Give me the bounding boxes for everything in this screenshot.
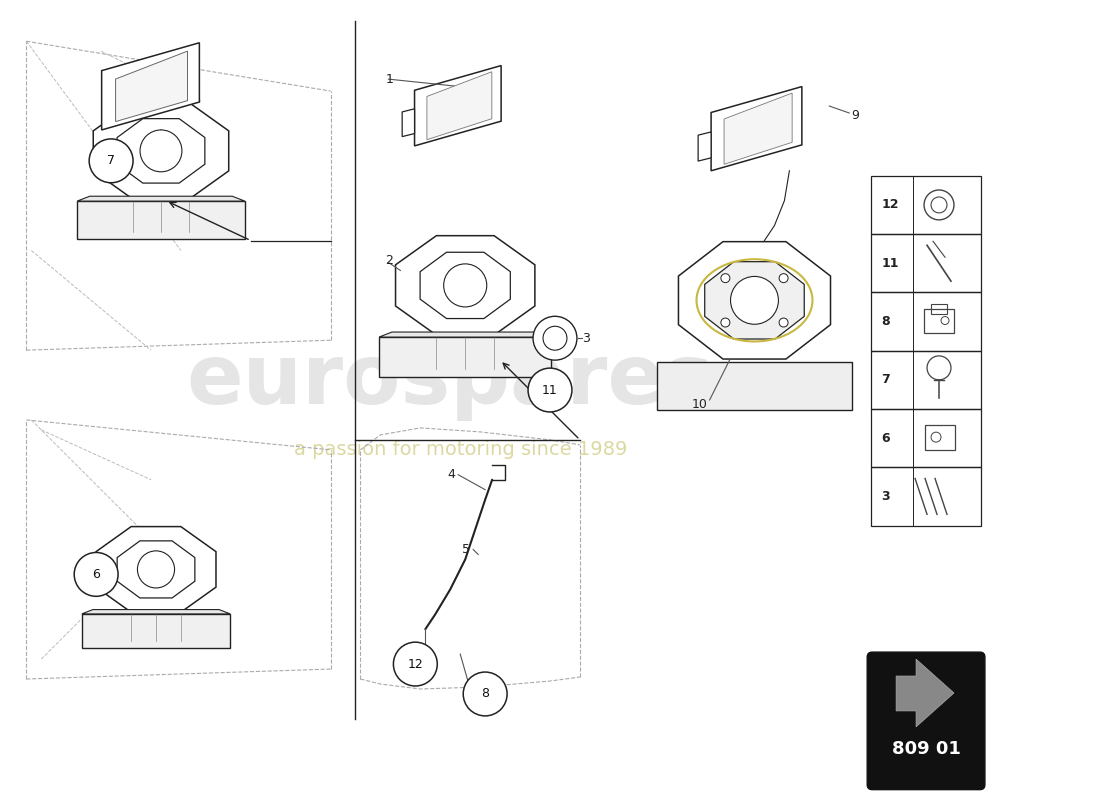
Text: 6: 6	[881, 432, 890, 445]
Polygon shape	[420, 252, 510, 318]
Polygon shape	[77, 201, 245, 239]
Text: 7: 7	[107, 154, 116, 167]
Text: 9: 9	[851, 110, 859, 122]
Text: 3: 3	[881, 490, 890, 503]
Bar	[871, 467, 981, 526]
Text: 4: 4	[448, 468, 455, 482]
Polygon shape	[117, 541, 195, 598]
Polygon shape	[379, 337, 551, 377]
Polygon shape	[101, 42, 199, 130]
Circle shape	[140, 130, 182, 172]
Circle shape	[528, 368, 572, 412]
Circle shape	[394, 642, 438, 686]
Circle shape	[730, 277, 779, 324]
Text: 809 01: 809 01	[892, 740, 960, 758]
Polygon shape	[77, 196, 245, 201]
Polygon shape	[116, 51, 187, 122]
Bar	[871, 176, 981, 234]
Text: 10: 10	[692, 398, 707, 411]
Bar	[925, 425, 955, 450]
Circle shape	[931, 197, 947, 213]
Text: 12: 12	[881, 198, 899, 211]
Circle shape	[924, 190, 954, 220]
Circle shape	[927, 356, 952, 380]
Polygon shape	[679, 242, 830, 359]
Circle shape	[720, 274, 730, 282]
Circle shape	[940, 317, 949, 325]
Bar	[871, 350, 981, 409]
FancyBboxPatch shape	[867, 652, 984, 790]
Polygon shape	[96, 526, 216, 612]
Text: 2: 2	[385, 254, 394, 267]
Text: a passion for motoring since 1989: a passion for motoring since 1989	[294, 440, 627, 459]
Text: 11: 11	[881, 257, 899, 270]
Text: eurospares: eurospares	[186, 339, 714, 421]
Polygon shape	[427, 72, 492, 140]
Polygon shape	[415, 66, 502, 146]
Text: 8: 8	[881, 315, 890, 328]
Polygon shape	[711, 86, 802, 170]
Circle shape	[534, 316, 576, 360]
Circle shape	[720, 318, 730, 327]
Polygon shape	[117, 118, 205, 183]
Text: 1: 1	[385, 73, 394, 86]
Polygon shape	[724, 93, 792, 164]
Polygon shape	[81, 610, 230, 614]
Circle shape	[463, 672, 507, 716]
Polygon shape	[94, 102, 229, 199]
Text: 12: 12	[407, 658, 424, 670]
Circle shape	[543, 326, 566, 350]
Bar	[871, 234, 981, 292]
Polygon shape	[657, 362, 851, 410]
Circle shape	[89, 139, 133, 182]
Bar	[871, 409, 981, 467]
Polygon shape	[379, 332, 551, 337]
Polygon shape	[896, 659, 954, 727]
Text: 5: 5	[462, 543, 470, 556]
Circle shape	[779, 318, 788, 327]
Polygon shape	[698, 132, 711, 161]
Text: 3: 3	[582, 332, 590, 345]
Circle shape	[931, 432, 940, 442]
Circle shape	[779, 274, 788, 282]
Polygon shape	[396, 236, 535, 335]
Text: 7: 7	[881, 374, 890, 386]
Text: 6: 6	[92, 568, 100, 581]
Text: 8: 8	[481, 687, 490, 701]
Bar	[931, 303, 947, 314]
Polygon shape	[81, 614, 230, 648]
Bar	[871, 292, 981, 350]
Polygon shape	[705, 262, 804, 339]
Circle shape	[443, 264, 487, 307]
Polygon shape	[403, 109, 415, 137]
Text: 11: 11	[542, 383, 558, 397]
Circle shape	[138, 551, 175, 588]
Bar	[924, 309, 954, 334]
Circle shape	[74, 553, 118, 596]
